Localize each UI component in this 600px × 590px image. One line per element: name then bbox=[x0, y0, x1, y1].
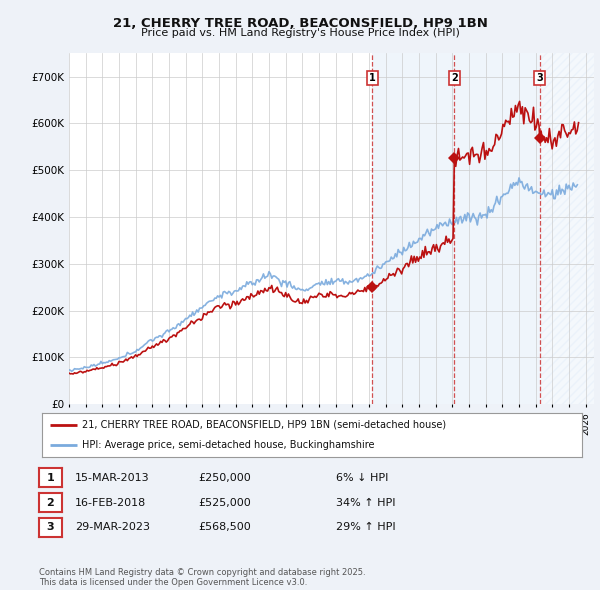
Text: HPI: Average price, semi-detached house, Buckinghamshire: HPI: Average price, semi-detached house,… bbox=[83, 440, 375, 450]
Bar bbox=[373, 53, 454, 404]
Text: 15-MAR-2013: 15-MAR-2013 bbox=[75, 473, 149, 483]
Text: 6% ↓ HPI: 6% ↓ HPI bbox=[336, 473, 388, 483]
Text: 16-FEB-2018: 16-FEB-2018 bbox=[75, 498, 146, 507]
Text: 29% ↑ HPI: 29% ↑ HPI bbox=[336, 523, 395, 532]
Text: 1: 1 bbox=[47, 473, 54, 483]
Text: £250,000: £250,000 bbox=[198, 473, 251, 483]
Text: £525,000: £525,000 bbox=[198, 498, 251, 507]
Text: 2: 2 bbox=[47, 498, 54, 507]
Text: Contains HM Land Registry data © Crown copyright and database right 2025.
This d: Contains HM Land Registry data © Crown c… bbox=[39, 568, 365, 587]
Bar bbox=[454, 53, 539, 404]
Text: 1: 1 bbox=[369, 73, 376, 83]
Bar bbox=[539, 53, 594, 404]
Text: £568,500: £568,500 bbox=[198, 523, 251, 532]
Text: 29-MAR-2023: 29-MAR-2023 bbox=[75, 523, 150, 532]
Text: 3: 3 bbox=[536, 73, 543, 83]
Text: 3: 3 bbox=[47, 523, 54, 532]
Text: 2: 2 bbox=[451, 73, 458, 83]
Text: 21, CHERRY TREE ROAD, BEACONSFIELD, HP9 1BN: 21, CHERRY TREE ROAD, BEACONSFIELD, HP9 … bbox=[113, 17, 487, 30]
Text: Price paid vs. HM Land Registry's House Price Index (HPI): Price paid vs. HM Land Registry's House … bbox=[140, 28, 460, 38]
Text: 21, CHERRY TREE ROAD, BEACONSFIELD, HP9 1BN (semi-detached house): 21, CHERRY TREE ROAD, BEACONSFIELD, HP9 … bbox=[83, 420, 446, 430]
Text: 34% ↑ HPI: 34% ↑ HPI bbox=[336, 498, 395, 507]
